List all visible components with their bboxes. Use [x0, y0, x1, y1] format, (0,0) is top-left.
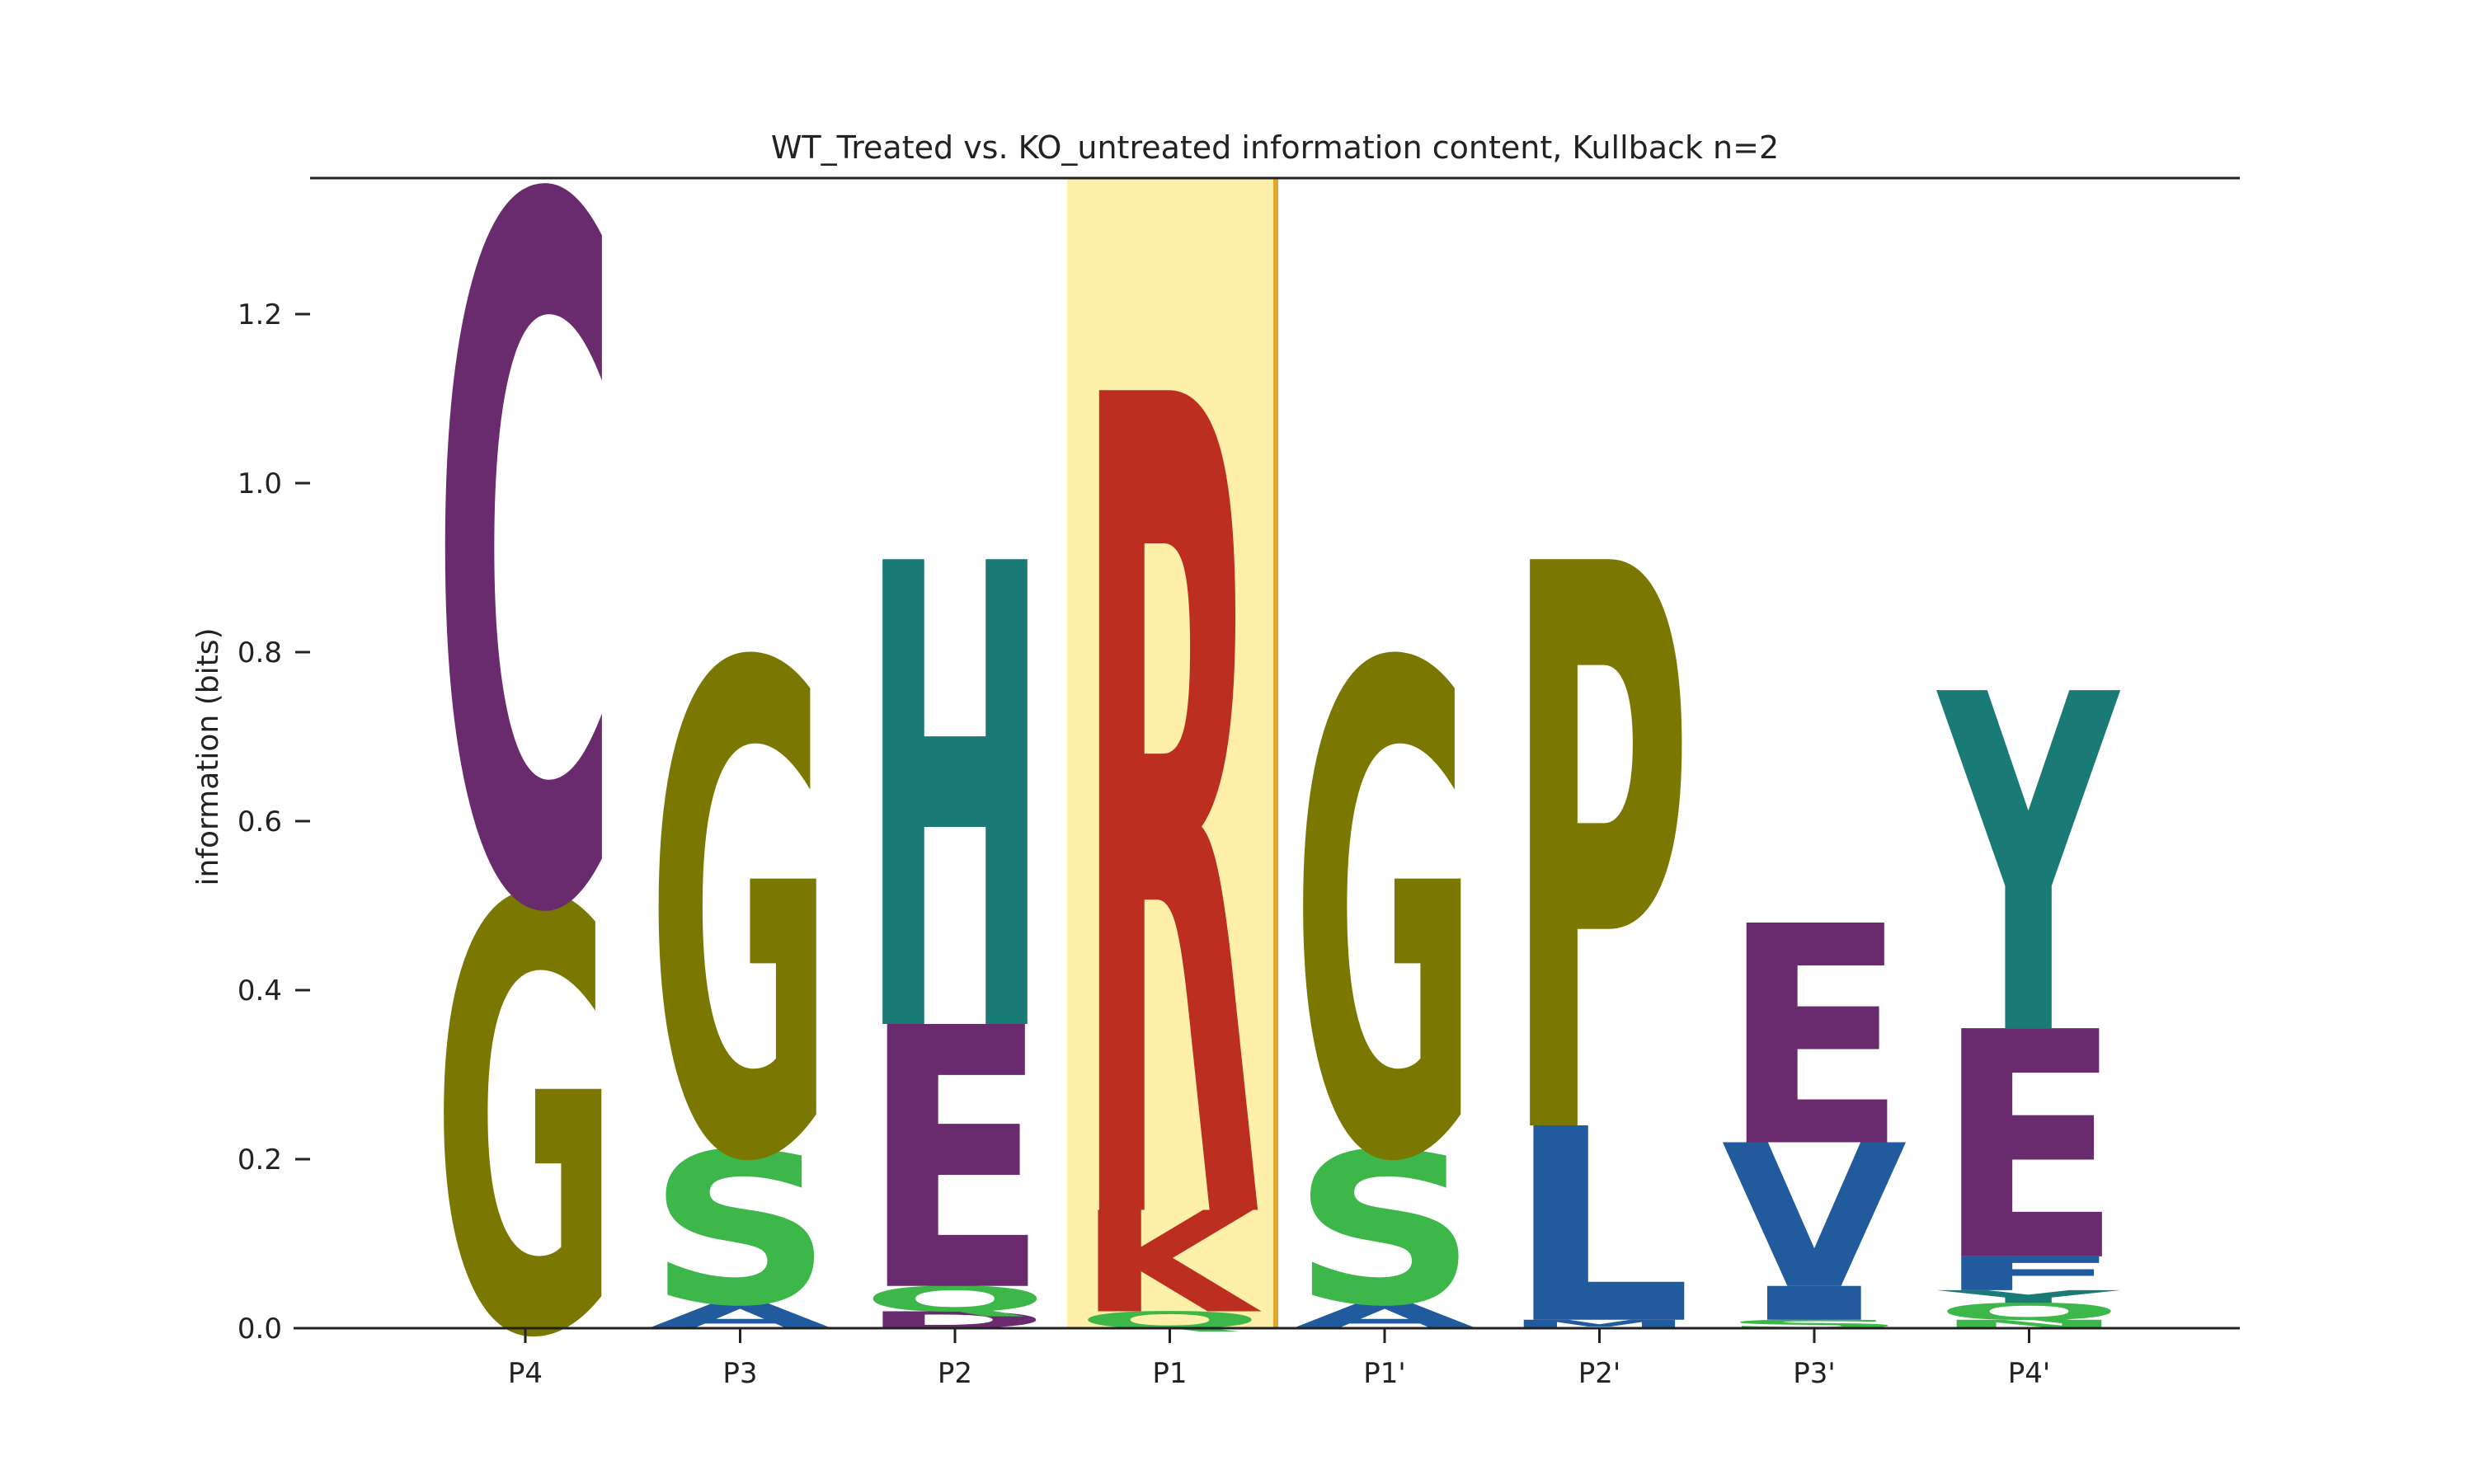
logo-letter-E: E [863, 953, 1048, 1372]
highlight-band [1067, 178, 1276, 1328]
y-tick-label: 0.6 [238, 805, 282, 838]
logo-letter-Y: Y [1935, 599, 2120, 1139]
y-tick-label: 0.4 [238, 974, 282, 1007]
logo-letter-G: G [647, 528, 833, 1310]
logo-letter-S: S [647, 1110, 833, 1353]
logo-glyph: Y [1935, 1287, 2122, 1307]
logo-glyph: E [1722, 863, 1907, 1214]
logo-glyph: H [863, 433, 1048, 1175]
x-tick-label: P4 [508, 1357, 543, 1390]
logo-glyph: K [1077, 1183, 1263, 1345]
x-tick-label: P3' [1793, 1357, 1835, 1390]
highlight-layer [1067, 178, 1278, 1328]
logo-glyph: Y [1935, 599, 2120, 1139]
logo-letter-G: G [1292, 528, 1478, 1310]
logo-glyph: V [1722, 1103, 1909, 1332]
logo-glyph: F [1936, 1247, 2122, 1301]
logo-glyph: E [863, 953, 1048, 1372]
logo-glyph: P [1507, 406, 1692, 1309]
logo-glyph: S [1292, 1110, 1478, 1353]
y-tick-label: 0.2 [238, 1144, 282, 1176]
y-ticks: 0.0 0.2 0.4 0.6 0.8 1.0 1.2 [238, 298, 310, 1345]
logo-letter-E: E [1722, 863, 1907, 1214]
y-tick-label: 1.0 [238, 467, 282, 500]
logo-glyph: G [433, 781, 618, 1469]
logo-letter-C: C [433, 5, 618, 1125]
x-tick-label: P3 [722, 1357, 757, 1390]
x-tick-label: P2' [1578, 1357, 1620, 1390]
logo-letter-H: H [863, 433, 1048, 1175]
logo-letter-I: I [1722, 1277, 1907, 1331]
logo-glyph: G [1292, 528, 1478, 1310]
logo-letter-Y: Y [1935, 1287, 2122, 1307]
logo-glyph: G [647, 528, 833, 1310]
axes-layer [294, 176, 2240, 1330]
logo-glyph: Q [863, 1279, 1048, 1319]
chart-title: WT_Treated vs. KO_untreated information … [771, 129, 1779, 166]
logo-glyph: E [1936, 965, 2122, 1330]
y-tick-label: 1.2 [238, 298, 282, 331]
x-tick-label: P4' [2008, 1357, 2050, 1390]
logo-glyph: I [1722, 1277, 1907, 1331]
logo-glyph: C [433, 5, 618, 1125]
logo-letter-F: F [1936, 1247, 2122, 1301]
logo-letter-Q: Q [863, 1279, 1048, 1319]
x-tick-label: P2 [938, 1357, 972, 1390]
logo-letter-G: G [433, 781, 618, 1469]
logo-glyph: Q [1936, 1298, 2122, 1326]
logo-letter-Q: Q [1936, 1298, 2122, 1326]
logo-letter-E: E [1936, 965, 2122, 1330]
logo-letter-P: P [1507, 406, 1692, 1309]
logo-letter-V: V [1722, 1103, 1909, 1332]
x-ticks: P4 P3 P2 P1 P1' P2' P3' P4' [508, 1328, 2050, 1390]
x-tick-label: P1' [1363, 1357, 1405, 1390]
logo-glyph: S [647, 1110, 833, 1353]
logo-letter-S: S [1292, 1110, 1478, 1353]
logo-letter-R: R [1077, 167, 1263, 1476]
logo-glyph: R [1077, 167, 1263, 1476]
logo-letter-K: K [1077, 1183, 1263, 1345]
y-tick-label: 0.0 [238, 1313, 282, 1345]
x-tick-label: P1 [1152, 1357, 1187, 1390]
y-axis-label: information (bits) [191, 627, 225, 885]
y-tick-label: 0.8 [238, 636, 282, 669]
